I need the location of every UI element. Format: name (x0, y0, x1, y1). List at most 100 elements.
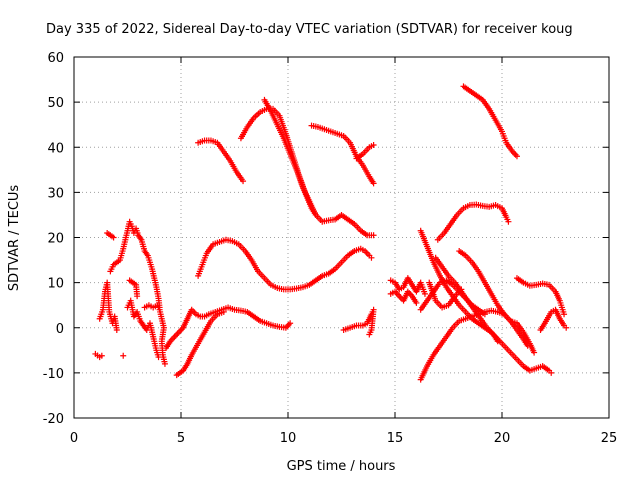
data-point (353, 322, 364, 329)
data-point (417, 227, 430, 248)
y-axis-label: SDTVAR / TECUs (7, 185, 22, 292)
data-point (494, 302, 506, 316)
data-point (475, 268, 487, 284)
data-point (486, 105, 498, 122)
data-point (144, 252, 153, 264)
data-point (513, 356, 525, 368)
data-point (449, 319, 461, 331)
data-point (96, 308, 106, 322)
data-point (184, 353, 194, 367)
data-point (222, 236, 234, 244)
data-point (250, 110, 262, 121)
series-arc-08 (141, 302, 168, 367)
data-point (443, 326, 455, 340)
data-point (367, 327, 375, 336)
series-arc-19 (387, 288, 420, 306)
data-point (104, 279, 113, 313)
data-point (312, 211, 324, 224)
data-point (421, 290, 428, 297)
data-point (257, 317, 268, 326)
data-point (240, 178, 247, 185)
data-point (110, 234, 117, 241)
y-tick-labels: -20 -10 0 10 20 30 40 50 60 (43, 51, 64, 427)
data-point (520, 329, 532, 345)
data-point (507, 349, 519, 361)
data-point (135, 232, 144, 242)
data-point (531, 349, 538, 356)
data-point (207, 312, 219, 324)
data-point (334, 130, 345, 139)
data-point (533, 363, 544, 372)
data-point (299, 184, 312, 203)
data-point (443, 284, 455, 298)
data-point (229, 238, 240, 247)
data-point (541, 310, 554, 327)
data-point (539, 363, 551, 373)
series-arc-09 (163, 304, 294, 352)
data-point (552, 306, 562, 320)
data-point (134, 293, 141, 300)
data-point (233, 169, 245, 183)
y-tick-label: 0 (56, 322, 64, 337)
data-point (486, 202, 497, 210)
data-point (137, 317, 146, 327)
data-point (499, 128, 509, 144)
data-point (364, 232, 375, 239)
data-point (282, 321, 292, 331)
data-point (129, 279, 138, 287)
data-point (145, 302, 155, 310)
data-point (214, 309, 225, 318)
series-arc-07 (124, 297, 162, 361)
data-point (436, 335, 449, 349)
data-point (432, 254, 444, 269)
data-point (462, 252, 474, 264)
data-point (141, 303, 150, 311)
data-point (338, 211, 350, 222)
data-point (133, 225, 141, 236)
series-arc-18 (387, 275, 428, 297)
data-point (138, 236, 147, 252)
data-point (359, 145, 371, 158)
data-point (473, 92, 485, 102)
data-point (488, 307, 499, 315)
data-point (556, 315, 566, 327)
data-point (368, 254, 375, 261)
data-point (126, 218, 134, 227)
data-point (441, 222, 453, 236)
data-point (507, 317, 518, 326)
data-point (306, 278, 318, 288)
data-point (188, 342, 201, 358)
data-point (488, 290, 500, 307)
data-point (424, 353, 436, 370)
data-point (340, 132, 352, 145)
x-tick-label: 20 (494, 431, 511, 446)
data-point (344, 249, 356, 259)
data-point (146, 259, 155, 270)
data-point (248, 257, 260, 273)
data-point (267, 108, 280, 126)
data-point (250, 313, 262, 323)
data-point (424, 243, 436, 264)
series-arc-26 (456, 248, 538, 356)
data-point (340, 325, 351, 334)
data-point (274, 121, 286, 140)
data-point (244, 308, 256, 319)
data-point (460, 203, 471, 212)
data-point (387, 289, 396, 297)
data-point (338, 254, 350, 266)
data-point (417, 299, 429, 313)
series-arc-27 (460, 83, 520, 160)
data-point (113, 258, 122, 266)
data-point (218, 305, 229, 313)
series-arc-14 (261, 96, 377, 239)
series-arc-28 (513, 275, 568, 318)
x-tick-label: 25 (601, 431, 618, 446)
data-point (526, 282, 538, 289)
data-point (537, 321, 547, 334)
data-point (430, 259, 443, 277)
data-point (475, 306, 487, 317)
data-point (454, 206, 465, 218)
data-point (120, 352, 127, 359)
series-arc-29 (537, 306, 570, 334)
data-point (466, 87, 478, 98)
